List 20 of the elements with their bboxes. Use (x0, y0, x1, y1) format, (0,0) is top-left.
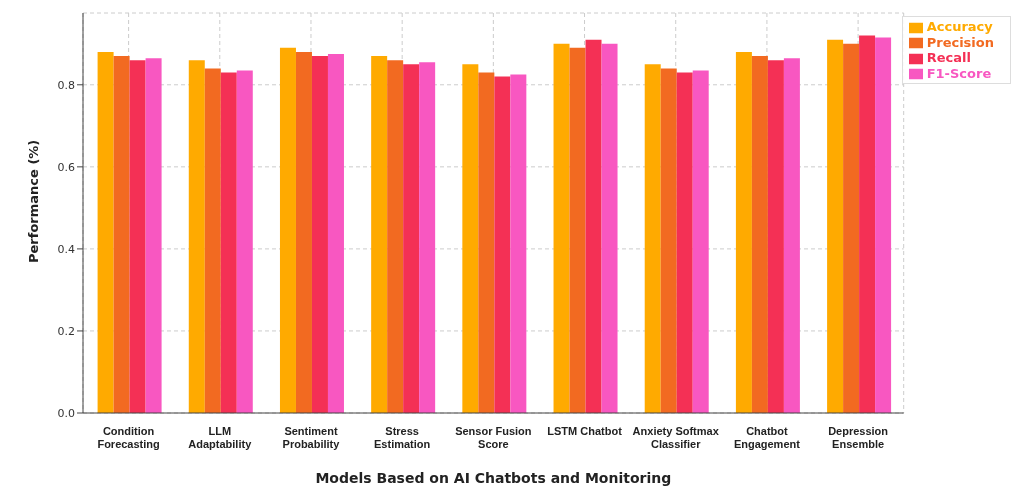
x-tick-label: LSTM Chatbot (547, 425, 623, 437)
y-tick-label: 0.6 (57, 160, 75, 174)
x-tick-label: Condition Forecasting (97, 425, 160, 450)
legend-label: F1-Score (926, 65, 992, 81)
x-tick-label: Sentiment Probability (282, 425, 341, 450)
y-tick-label: 0.8 (57, 78, 75, 92)
y-tick-label: 0.0 (57, 406, 75, 420)
x-axis-title: Models Based on AI Chatbots and Monitoring (315, 470, 672, 486)
legend-label: Recall (926, 50, 971, 65)
x-tick-label: LLM Adaptability (188, 425, 253, 450)
x-tick-label: Chatbot Engagement (733, 425, 801, 450)
x-tick-label: Anxiety Softmax Classifier (632, 425, 720, 450)
x-tick-label: Depression Ensemble (828, 425, 889, 450)
y-tick-label: 0.2 (57, 324, 75, 338)
legend-label: Accuracy (926, 19, 993, 34)
x-tick-label: Sensor Fusion Score (455, 425, 532, 450)
x-tick-label: Stress Estimation (374, 425, 431, 450)
y-tick-label: 0.4 (57, 242, 75, 256)
y-axis-title: Performance (%) (25, 139, 41, 263)
legend-label: Precision (926, 34, 994, 50)
